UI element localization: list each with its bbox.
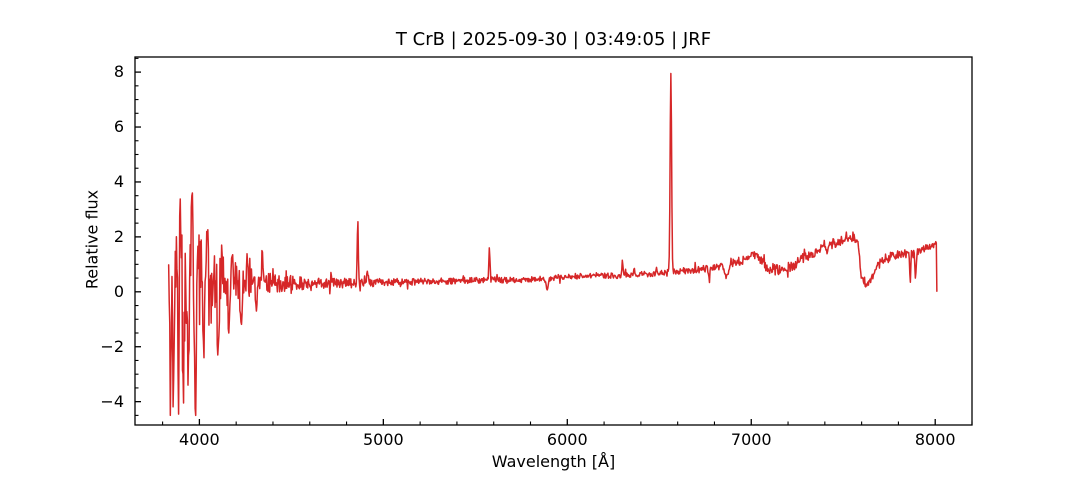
y-tick-label-2: 2 [113,226,124,246]
axis-ticks [135,57,973,425]
plot-area-frame [134,56,973,426]
y-tick-label--2: −2 [100,336,124,356]
y-tick-label-0: 0 [113,281,124,301]
y-tick-label--4: −4 [100,391,124,411]
spectrum-line [167,72,938,417]
x-axis-label: Wavelength [Å] [491,452,616,471]
x-tick-label-5000: 5000 [362,430,404,449]
x-tick-label-7000: 7000 [730,430,772,449]
y-tick-label-4: 4 [113,171,124,191]
y-tick-label-8: 8 [113,62,124,82]
x-tick-label-4000: 4000 [179,430,220,449]
x-tick-label-6000: 6000 [546,430,588,449]
x-tick-label-8000: 8000 [914,430,956,449]
chart-title: T CrB | 2025-09-30 | 03:49:05 | JRF [395,29,712,50]
y-tick-label-6: 6 [113,117,124,137]
